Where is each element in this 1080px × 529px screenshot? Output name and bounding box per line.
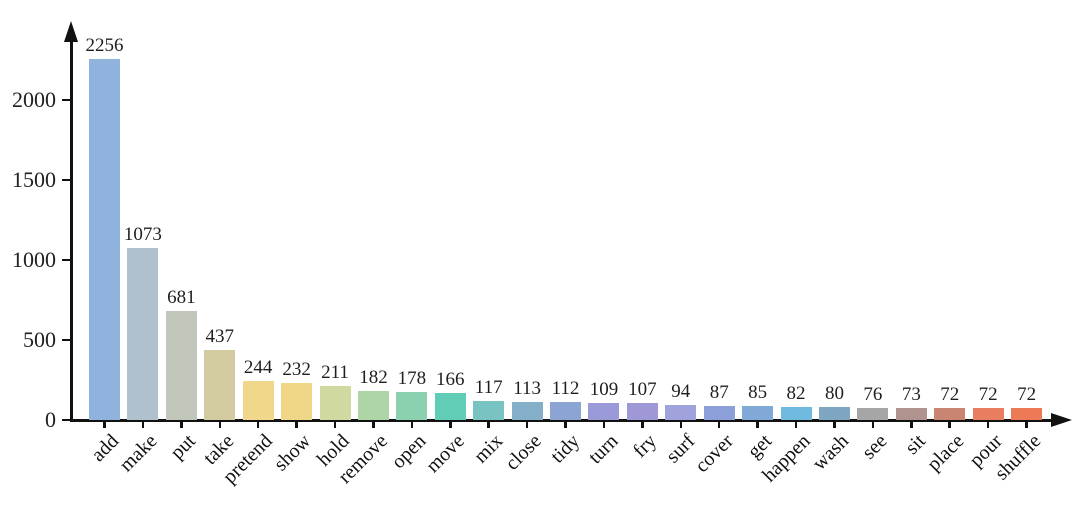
y-tick [62, 418, 70, 422]
bar-add [89, 59, 120, 420]
x-tick [295, 421, 298, 428]
bar-value-label: 85 [748, 382, 768, 404]
bar-value-label: 109 [589, 378, 619, 400]
bar-tidy [550, 402, 582, 420]
x-tick [372, 421, 375, 428]
bar-move [434, 393, 466, 420]
bar-value-label: 72 [940, 384, 960, 406]
bar-value-label: 2256 [85, 35, 124, 57]
x-tick [449, 421, 452, 428]
bar-surf [665, 404, 697, 420]
x-tick [487, 421, 490, 428]
bar-wash [818, 407, 850, 420]
bar-hold [319, 386, 351, 420]
y-axis-tick-label: 1000 [12, 247, 56, 272]
bar-shuffle [1011, 408, 1043, 420]
x-tick [948, 421, 951, 428]
x-tick [641, 421, 644, 428]
x-tick [986, 421, 990, 428]
y-axis-tick-label: 500 [23, 327, 56, 352]
bar-value-label: 82 [786, 382, 806, 404]
bar-fry [626, 402, 658, 420]
y-axis-tick-label: 0 [45, 407, 56, 432]
y-axis-line [70, 30, 73, 420]
x-tick [833, 421, 836, 428]
bar-show [281, 382, 313, 420]
bar-value-label: 113 [513, 377, 541, 399]
bar-value-label: 1073 [123, 224, 162, 246]
x-tick [333, 421, 337, 428]
x-tick [525, 421, 529, 428]
x-tick [141, 421, 145, 428]
bar-value-label: 211 [321, 362, 349, 384]
bar-value-label: 107 [628, 378, 657, 400]
x-tick [1025, 421, 1028, 428]
x-tick [602, 421, 606, 428]
x-tick [256, 421, 260, 428]
bar-value-label: 80 [824, 383, 844, 405]
bar-value-label: 178 [397, 367, 427, 389]
bar-value-label: 437 [205, 326, 235, 348]
bar-value-label: 76 [863, 383, 883, 405]
x-axis-line [70, 419, 1054, 422]
bar-mix [473, 401, 505, 420]
bar-make [127, 248, 159, 420]
bar-sit [895, 408, 927, 420]
bar-place [934, 408, 966, 420]
y-tick [62, 258, 70, 262]
x-tick [756, 421, 759, 428]
bar-cover [703, 406, 735, 420]
bar-see [857, 407, 889, 420]
bar-take [204, 350, 236, 420]
bar-value-label: 182 [359, 366, 388, 388]
x-tick [679, 421, 683, 428]
x-tick [180, 421, 183, 428]
x-axis-arrow-icon [1051, 413, 1072, 427]
bar-turn [588, 402, 620, 420]
bar-pretend [242, 380, 274, 420]
bar-value-label: 73 [901, 384, 921, 406]
y-axis-tick-label: 2000 [12, 87, 56, 112]
bar-close [511, 401, 543, 420]
bar-value-label: 166 [436, 369, 465, 391]
x-tick [564, 421, 567, 428]
bar-value-label: 681 [167, 287, 196, 309]
x-tick [218, 421, 221, 428]
x-tick [871, 421, 875, 428]
bar-remove [357, 390, 389, 420]
bar-value-label: 232 [282, 358, 311, 380]
y-tick [62, 338, 70, 342]
bar-value-label: 87 [709, 382, 729, 404]
bar-happen [780, 406, 812, 420]
x-tick [794, 421, 798, 428]
bar-value-label: 72 [1017, 384, 1037, 406]
bar-pour [972, 408, 1004, 420]
y-tick [62, 178, 70, 182]
y-axis-arrow-icon [64, 21, 78, 42]
bar-value-label: 117 [474, 377, 503, 399]
bar-value-label: 94 [671, 380, 691, 402]
x-tick [717, 421, 721, 428]
bar-open [396, 391, 428, 420]
x-tick [103, 421, 106, 428]
bar-put [165, 311, 197, 420]
bar-value-label: 112 [551, 378, 580, 400]
y-axis-tick-label: 1500 [12, 167, 56, 192]
bar-value-label: 244 [243, 356, 273, 378]
bar-get [742, 406, 774, 420]
y-tick [62, 98, 70, 102]
bar-value-label: 72 [978, 384, 998, 406]
x-tick [410, 421, 414, 428]
x-tick [910, 421, 913, 428]
